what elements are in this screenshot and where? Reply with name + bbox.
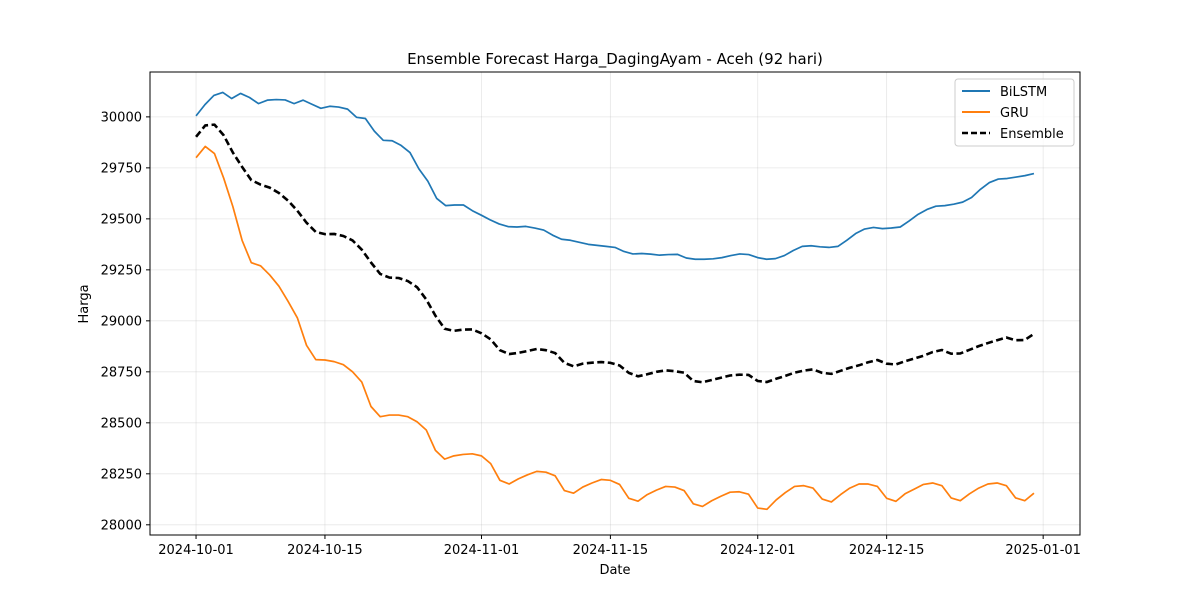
x-tick-label: 2024-10-15	[287, 543, 363, 558]
series-lines	[195, 91, 1035, 511]
series-line-gru	[195, 145, 1035, 511]
y-tick-label: 29250	[101, 263, 142, 278]
x-tick-label: 2024-11-15	[573, 543, 649, 558]
y-tick-label: 28000	[101, 518, 142, 533]
legend-box	[954, 78, 1075, 147]
y-tick-label: 28750	[101, 365, 142, 380]
plot-frame	[149, 71, 1081, 536]
grid	[150, 72, 1080, 535]
x-tick-label: 2024-11-01	[444, 543, 520, 558]
y-axis-label: Harga	[77, 284, 92, 323]
legend-label-bilstm: BiLSTM	[1000, 85, 1047, 100]
legend-label-gru: GRU	[1000, 106, 1029, 121]
legend: BiLSTM GRU Ensemble	[954, 78, 1075, 147]
plot-area	[149, 71, 1081, 536]
y-tick-label: 29750	[101, 161, 142, 176]
x-tick-label: 2024-12-01	[720, 543, 796, 558]
series-line-ensemble	[195, 123, 1035, 384]
y-tick-label: 30000	[101, 110, 142, 125]
plot-background	[150, 72, 1080, 535]
y-tick-label: 29500	[101, 212, 142, 227]
x-axis: 2024-10-01 2024-10-15 2024-11-01 2024-11-15…	[158, 535, 1081, 558]
series-line-bilstm	[195, 91, 1035, 261]
y-tick-label: 28500	[101, 416, 142, 431]
x-tick-label: 2025-01-01	[1005, 543, 1081, 558]
x-tick-label: 2024-12-15	[849, 543, 925, 558]
x-tick-label: 2024-10-01	[158, 543, 234, 558]
chart-title: Ensemble Forecast Harga_DagingAyam - Ace…	[407, 50, 823, 69]
y-tick-label: 29000	[101, 314, 142, 329]
y-tick-label: 28250	[101, 467, 142, 482]
x-axis-label: Date	[599, 563, 630, 578]
y-axis: 28000 28250 28500 28750 29000 29250 29500 29750…	[101, 110, 150, 533]
legend-label-ensemble: Ensemble	[1000, 127, 1064, 142]
